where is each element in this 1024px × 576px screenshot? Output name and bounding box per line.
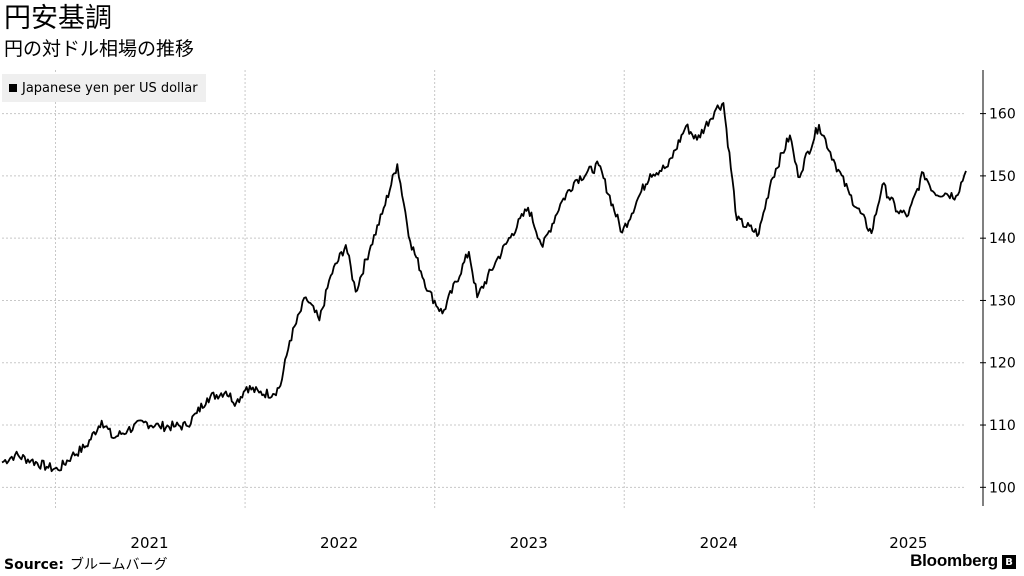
series-line-0	[1, 102, 967, 473]
y-tick-label-150: 150	[989, 169, 1016, 185]
legend-label: Japanese yen per US dollar	[22, 80, 198, 96]
y-tick-label-130: 130	[989, 293, 1016, 309]
source-note: Source: ブルームバーグ	[4, 554, 168, 574]
legend-swatch	[9, 84, 17, 92]
source-value: ブルームバーグ	[69, 557, 168, 573]
x-tick-label-2021: 2021	[130, 534, 168, 552]
y-tick-label-120: 120	[989, 356, 1016, 372]
x-tick-label-2024: 2024	[700, 534, 738, 552]
legend: Japanese yen per US dollar	[2, 74, 206, 102]
bloomberg-terminal-icon: B	[1002, 555, 1016, 569]
y-tick-label-110: 110	[989, 418, 1016, 434]
y-tick-label-140: 140	[989, 231, 1016, 247]
source-label: Source:	[4, 557, 64, 573]
chart-title: 円安基調	[4, 3, 112, 34]
bloomberg-logo: Bloomberg	[910, 551, 998, 570]
x-tick-label-2025: 2025	[889, 534, 927, 552]
y-tick-label-160: 160	[989, 107, 1016, 123]
chart-subtitle: 円の対ドル相場の推移	[4, 38, 195, 60]
y-tick-label-100: 100	[989, 480, 1016, 496]
x-tick-label-2022: 2022	[320, 534, 358, 552]
x-tick-label-2023: 2023	[510, 534, 548, 552]
